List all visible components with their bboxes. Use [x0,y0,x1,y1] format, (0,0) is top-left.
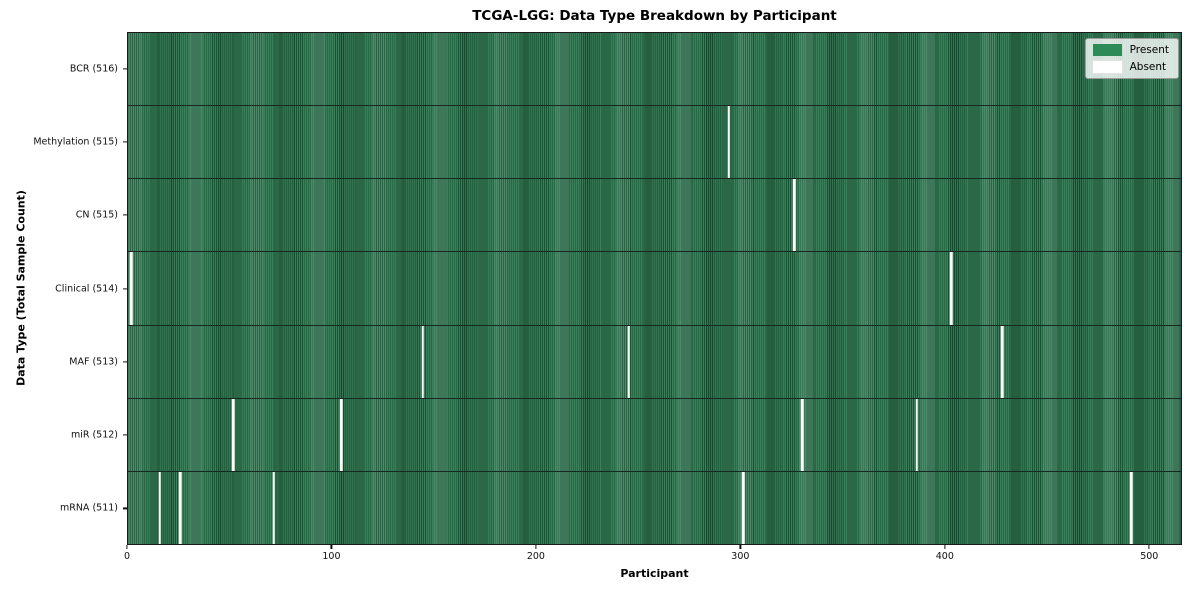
absent-marker [231,398,235,471]
legend-label-absent: Absent [1129,61,1167,73]
heatmap-row-clinical [128,252,1181,326]
x-tick-mark [330,545,333,549]
absent-marker [727,106,731,179]
absent-marker [421,325,425,398]
legend: Present Absent [1084,38,1179,79]
absent-marker [178,471,182,544]
y-tick-label: BCR (516) [69,63,118,75]
absent-marker [129,252,133,325]
chart-title: TCGA-LGG: Data Type Breakdown by Partici… [472,8,837,24]
absent-marker [950,252,953,325]
y-tick-label: mRNA (511) [59,502,118,514]
absent-marker [272,471,276,544]
heatmap-row-cn [128,179,1181,253]
y-tick-label: Clinical (514) [55,283,118,294]
x-tick-mark [944,545,946,549]
x-tick-mark [126,545,128,549]
y-axis-label: Data Type (Total Sample Count) [14,190,28,386]
legend-swatch-absent-icon [1091,60,1123,74]
absent-marker [1129,471,1133,544]
x-tick-label: 300 [731,551,750,562]
y-tick-label: MAF (513) [69,356,118,368]
x-tick-label: 400 [935,551,954,562]
y-tick-mark [123,68,127,70]
legend-item-present: Present [1092,44,1169,56]
legend-label-present: Present [1129,44,1169,56]
heatmap-row-methylation [128,106,1181,180]
heatmap-row-mir [128,398,1181,472]
legend-item-absent: Absent [1091,60,1169,74]
absent-marker [742,471,745,544]
y-tick-label: miR (512) [70,429,118,441]
y-tick-mark [123,214,127,216]
heatmap-row-mrna [128,471,1181,544]
x-tick-label: 0 [123,551,131,562]
y-tick-mark [123,361,127,363]
x-tick-mark [739,545,741,549]
x-axis-label: Participant [620,567,689,580]
absent-marker [801,398,804,471]
absent-marker [158,471,161,544]
absent-marker [915,398,918,471]
heatmap-row-bcr [128,33,1181,107]
absent-marker [1001,325,1004,398]
x-tick-mark [1148,545,1150,549]
y-tick-mark [123,507,127,509]
y-tick-label: CN (515) [75,209,118,221]
y-tick-mark [123,434,127,436]
y-tick-label: Methylation (515) [33,136,118,148]
x-tick-mark [535,545,537,549]
legend-swatch-present-icon [1092,44,1122,56]
absent-marker [793,179,796,252]
plot-area [127,32,1182,545]
x-tick-label: 200 [526,551,545,562]
x-tick-label: 100 [322,551,341,562]
absent-marker [340,398,343,471]
y-tick-mark [123,141,127,143]
absent-marker [627,325,631,398]
heatmap-row-maf [128,325,1181,399]
y-tick-mark [123,287,127,290]
x-tick-label: 500 [1140,551,1159,562]
